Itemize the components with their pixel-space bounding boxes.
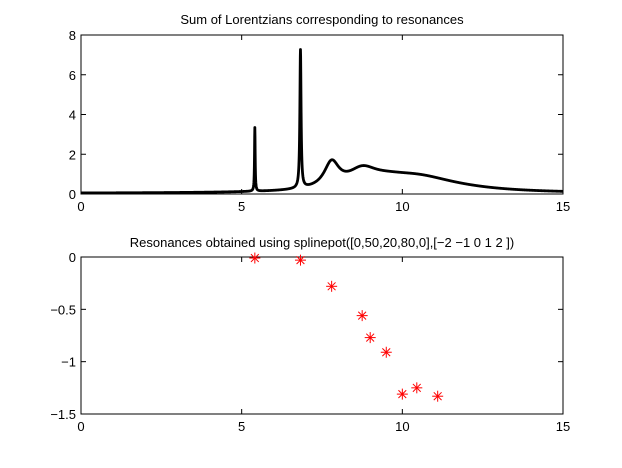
y-tick-label: −0.5	[50, 302, 76, 317]
x-tick-label: 0	[77, 419, 84, 434]
x-tick-label: 5	[238, 199, 245, 214]
resonance-axes: 0 5 10 15 0 −0.5 −1 −1.5	[50, 250, 570, 434]
y-tick-label: −1.5	[50, 407, 76, 422]
resonance-title: Resonances obtained using splinepot([0,5…	[130, 235, 515, 250]
y-tick-label: 6	[69, 68, 76, 83]
y-tick-label: 0	[69, 250, 76, 265]
resonance-panel: Resonances obtained using splinepot([0,5…	[50, 235, 570, 434]
y-tick-label: 4	[69, 108, 76, 123]
lorentzian-axes: 0 5 10 15 0 2 4 6 8	[69, 28, 570, 214]
resonance-point	[380, 346, 392, 358]
resonance-point	[356, 310, 368, 322]
resonance-point	[294, 254, 306, 266]
resonance-point	[364, 332, 376, 344]
x-tick-label: 5	[238, 419, 245, 434]
resonance-point	[396, 388, 408, 400]
x-tick-label: 0	[77, 199, 84, 214]
lorentzian-sum-line	[79, 48, 565, 195]
resonance-point	[249, 252, 261, 264]
y-tick-label: −1	[61, 355, 76, 370]
y-tick-label: 2	[69, 147, 76, 162]
y-tick-label: 0	[69, 187, 76, 202]
y-tick-label: 8	[69, 28, 76, 43]
resonance-point	[432, 390, 444, 402]
lorentzian-panel: Sum of Lorentzians corresponding to reso…	[69, 12, 570, 214]
resonance-point	[326, 280, 338, 292]
x-tick-label: 10	[395, 419, 409, 434]
x-tick-label: 10	[395, 199, 409, 214]
lorentzian-title: Sum of Lorentzians corresponding to reso…	[180, 12, 464, 27]
x-tick-label: 15	[556, 199, 570, 214]
plot-frame	[80, 256, 564, 415]
x-tick-label: 15	[556, 419, 570, 434]
resonance-point	[411, 382, 423, 394]
